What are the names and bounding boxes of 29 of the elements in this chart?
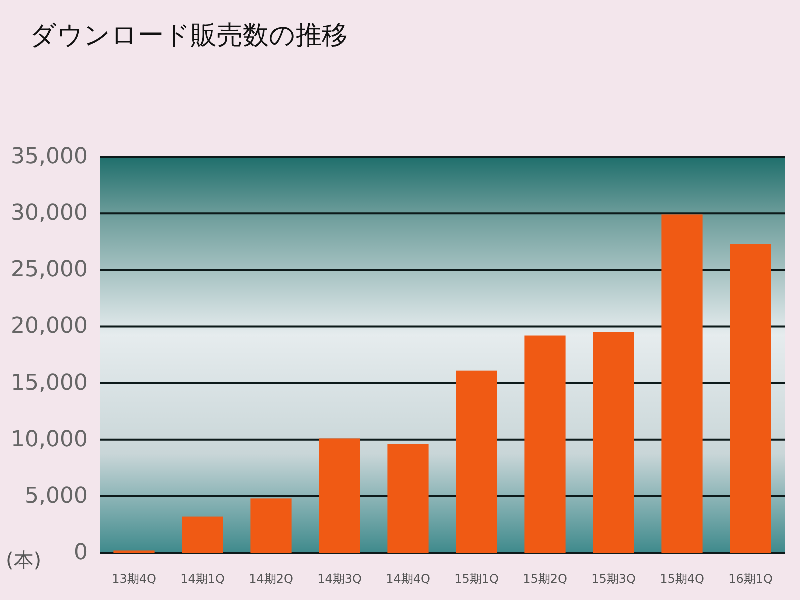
y-tick-label: 15,000 <box>11 370 88 396</box>
y-tick-label: 10,000 <box>11 427 88 452</box>
y-axis-title: (本) <box>6 548 42 572</box>
x-tick-label: 13期4Q <box>112 572 156 586</box>
y-tick-label: 35,000 <box>11 144 88 170</box>
bar <box>662 214 703 553</box>
y-tick-label: 20,000 <box>11 314 88 340</box>
x-tick-label: 15期3Q <box>592 572 636 586</box>
y-tick-label: 0 <box>74 540 88 566</box>
x-tick-label: 14期3Q <box>318 572 362 586</box>
y-tick-label: 30,000 <box>11 201 88 226</box>
x-tick-label: 14期4Q <box>386 572 430 586</box>
bar <box>250 498 292 553</box>
x-tick-label: 16期1Q <box>728 572 773 586</box>
bar <box>593 332 634 553</box>
bar <box>524 336 566 553</box>
x-tick-label: 15期2Q <box>523 572 568 586</box>
x-tick-label: 15期1Q <box>454 572 499 586</box>
y-tick-label: 5,000 <box>25 484 88 509</box>
y-tick-label: 25,000 <box>11 258 88 283</box>
bar <box>456 370 498 553</box>
bar <box>388 444 429 553</box>
chart-title: ダウンロード販売数の推移 <box>30 21 348 51</box>
bar <box>730 244 772 553</box>
bar <box>182 516 224 553</box>
bar <box>319 438 360 553</box>
x-tick-label: 15期4Q <box>660 572 704 586</box>
x-tick-label: 14期2Q <box>249 572 294 586</box>
x-tick-label: 14期1Q <box>180 572 225 586</box>
